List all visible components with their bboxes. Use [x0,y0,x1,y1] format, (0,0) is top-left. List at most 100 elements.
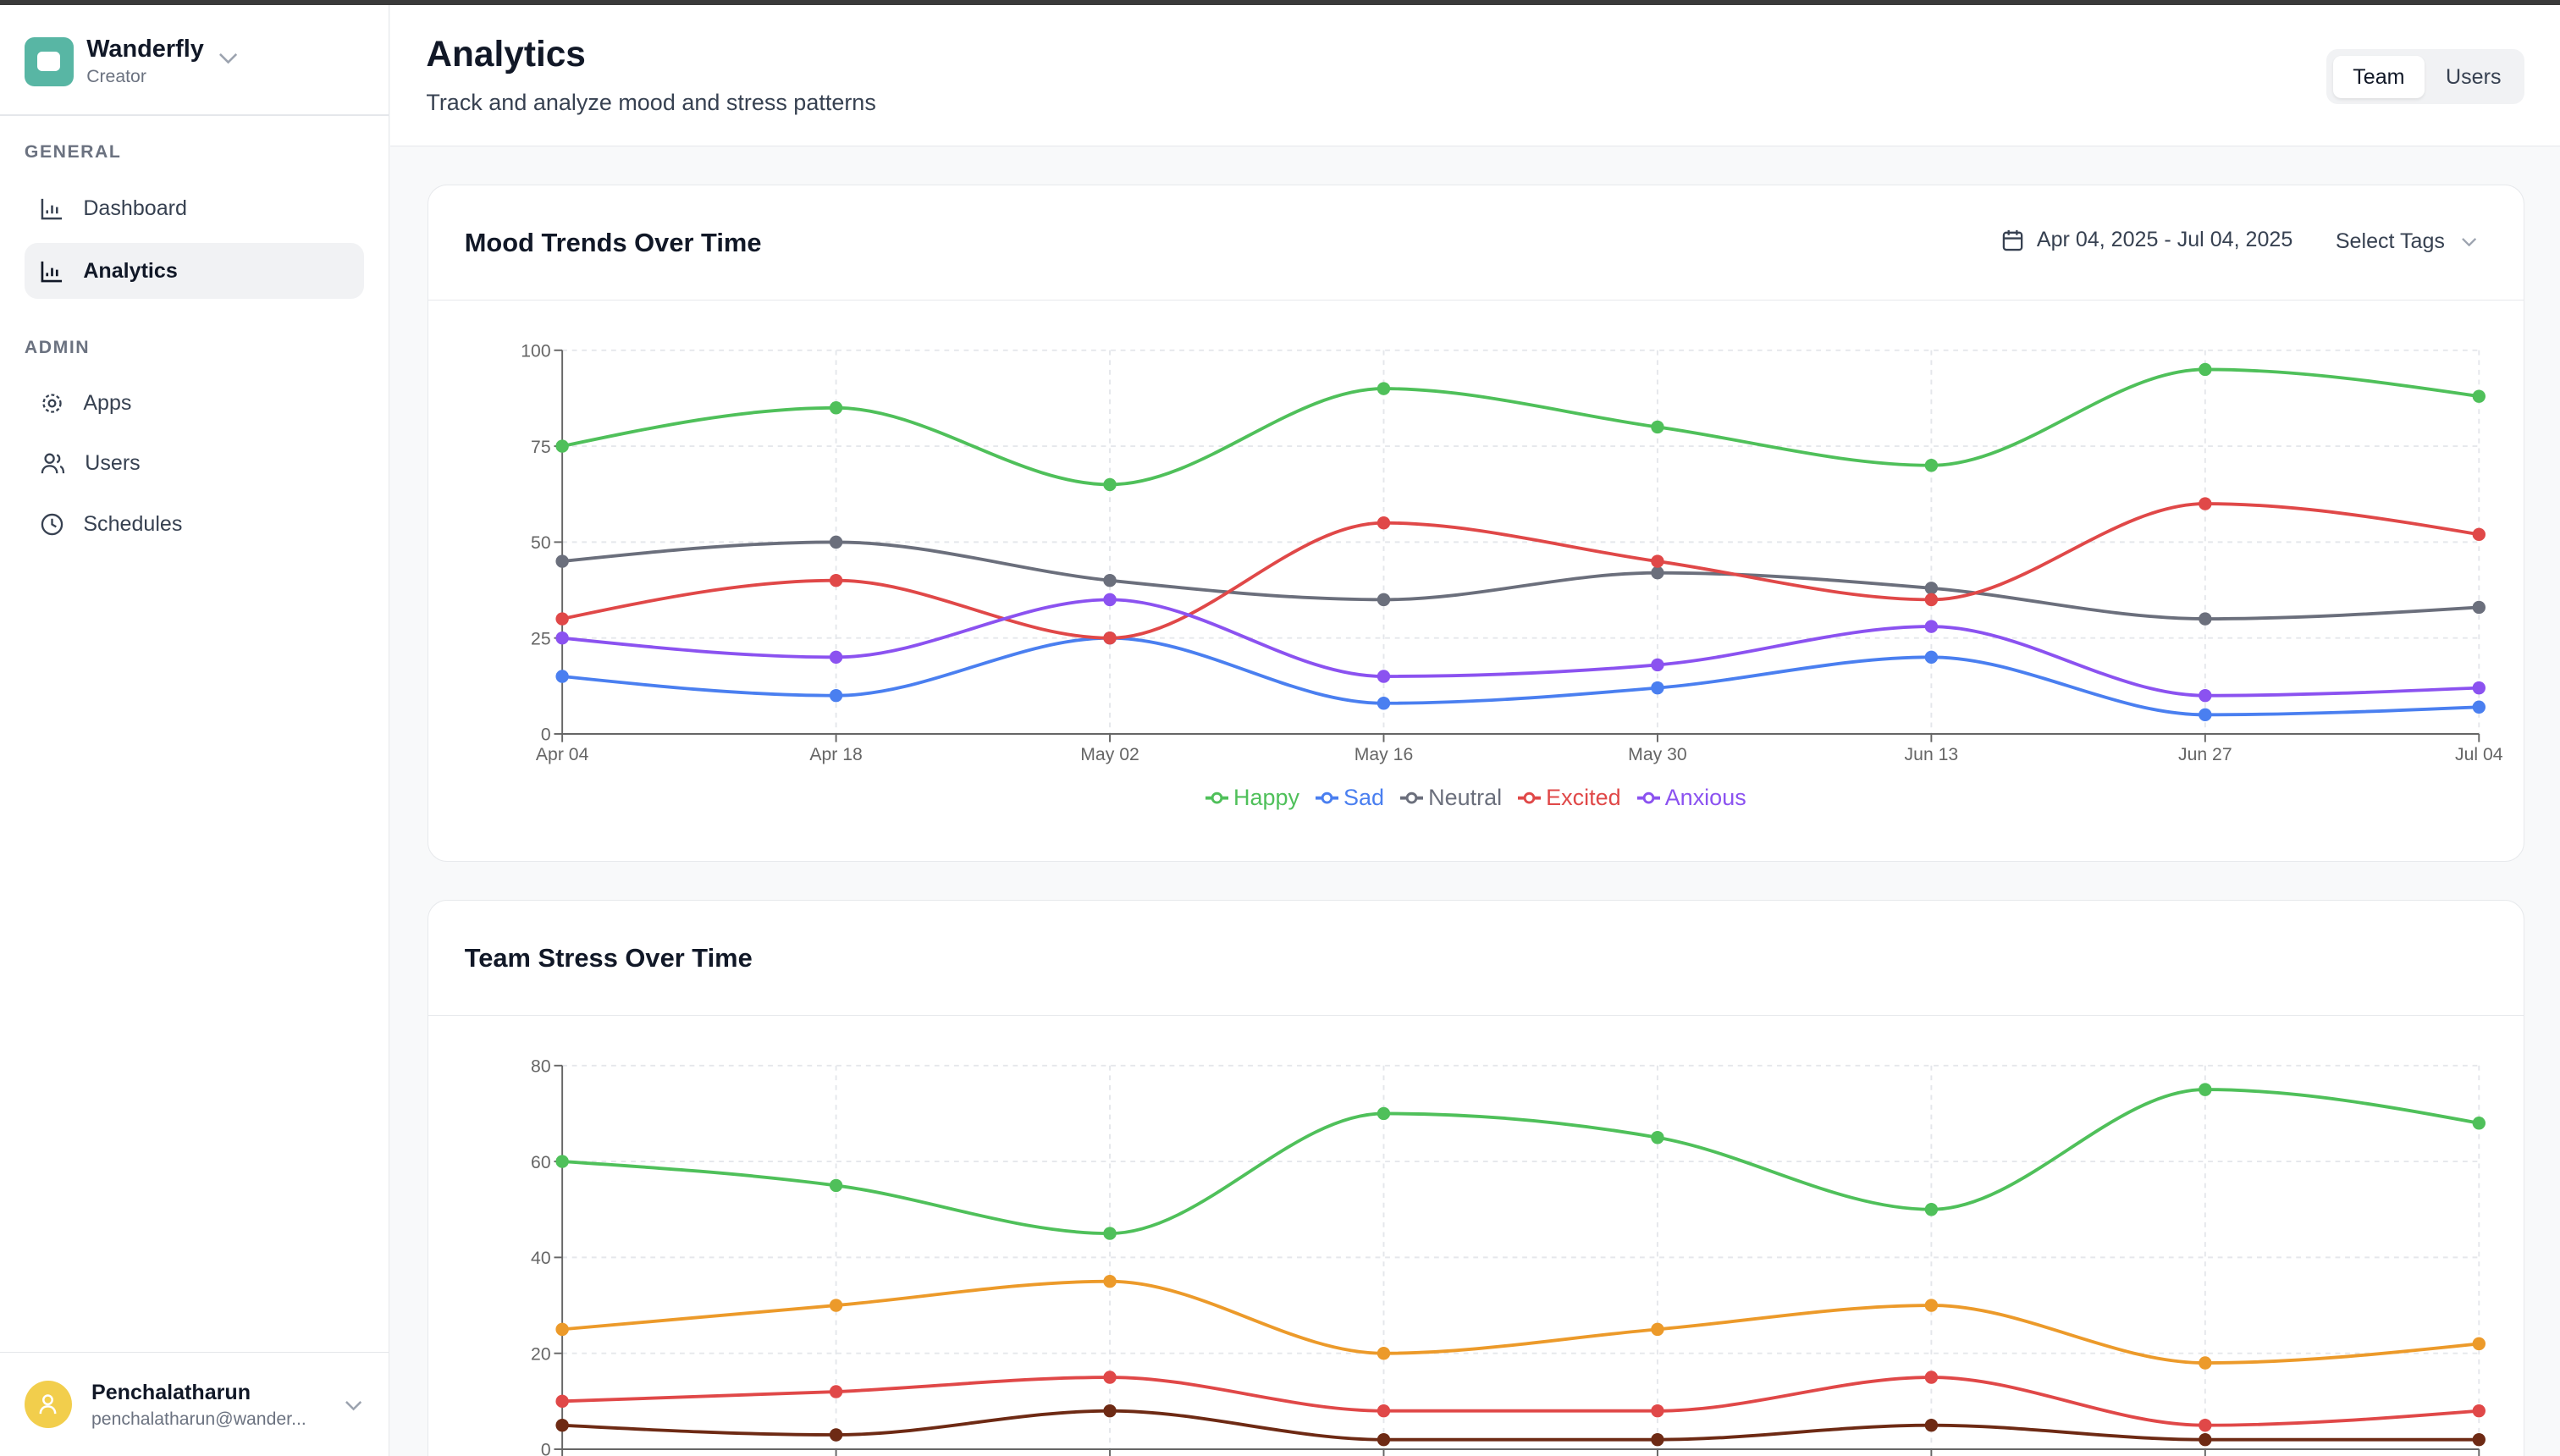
data-point-series-3[interactable] [830,1384,843,1398]
data-point-anxious[interactable] [555,631,570,645]
chevron-down-icon[interactable] [345,1400,362,1411]
data-point-series-4[interactable] [2472,1432,2486,1447]
legend-item-sad[interactable]: Sad [1316,785,1384,811]
data-point-series-1[interactable] [1103,1226,1117,1240]
sidebar-item-label: Dashboard [83,196,187,221]
chevron-down-icon[interactable] [218,52,238,65]
data-point-neutral[interactable] [2472,600,2486,615]
toggle-users[interactable]: Users [2446,64,2502,89]
data-point-sad[interactable] [2472,700,2486,714]
data-point-sad[interactable] [555,670,570,683]
data-point-sad[interactable] [1377,696,1391,710]
data-point-series-1[interactable] [2199,1083,2212,1096]
data-point-neutral[interactable] [1377,593,1391,607]
y-tick-label: 25 [531,629,551,648]
data-point-happy[interactable] [2472,389,2486,403]
data-point-series-3[interactable] [1377,1404,1391,1418]
data-point-anxious[interactable] [1651,658,1664,672]
legend-item-neutral[interactable]: Neutral [1400,785,1502,811]
data-point-series-1[interactable] [2472,1116,2486,1130]
data-point-series-2[interactable] [1103,1274,1117,1288]
user-menu[interactable]: Penchalatharun penchalatharun@wander... [0,1351,389,1456]
data-point-anxious[interactable] [2199,688,2212,703]
data-point-excited[interactable] [2199,497,2212,510]
data-point-series-3[interactable] [1651,1404,1664,1418]
series-line-series-3 [562,1375,2480,1427]
card-header: Mood Trends Over Time Apr 04, 2025 - Jul… [428,185,2524,301]
legend-label: Excited [1546,784,1621,810]
data-point-excited[interactable] [1377,516,1391,530]
sidebar-item-users[interactable]: Users [25,436,364,492]
data-point-series-2[interactable] [2199,1355,2212,1370]
data-point-series-4[interactable] [830,1427,843,1442]
data-point-series-3[interactable] [555,1394,570,1408]
data-point-series-2[interactable] [1377,1346,1391,1360]
data-point-series-3[interactable] [2472,1404,2486,1418]
data-point-neutral[interactable] [1651,565,1664,580]
data-point-series-1[interactable] [1651,1130,1664,1144]
legend-item-happy[interactable]: Happy [1206,785,1299,811]
data-point-neutral[interactable] [1924,581,1939,595]
sidebar-item-analytics[interactable]: Analytics [24,243,365,299]
data-point-anxious[interactable] [1377,670,1391,683]
data-point-sad[interactable] [1651,681,1664,695]
data-point-series-4[interactable] [1103,1404,1117,1418]
data-point-happy[interactable] [555,439,570,453]
page-header: Analytics Track and analyze mood and str… [389,4,2560,146]
sidebar-item-schedules[interactable]: Schedules [25,496,364,552]
section-general: GENERAL [24,141,122,162]
data-point-anxious[interactable] [1924,620,1939,633]
toggle-team[interactable]: Team [2332,55,2425,98]
data-point-neutral[interactable] [1103,573,1117,587]
data-point-series-4[interactable] [555,1418,570,1432]
data-point-series-1[interactable] [1924,1202,1939,1216]
data-point-excited[interactable] [1103,631,1117,645]
data-point-happy[interactable] [2199,362,2212,377]
data-point-series-4[interactable] [2199,1432,2212,1447]
data-point-series-2[interactable] [2472,1337,2486,1350]
data-point-series-1[interactable] [830,1178,843,1192]
legend-item-anxious[interactable]: Anxious [1636,785,1746,811]
data-point-series-1[interactable] [555,1155,570,1168]
data-point-happy[interactable] [1651,420,1664,434]
data-point-happy[interactable] [830,400,843,415]
data-point-excited[interactable] [2472,527,2486,541]
data-point-series-2[interactable] [1924,1298,1939,1312]
sidebar-item-dashboard[interactable]: Dashboard [25,181,364,237]
data-point-series-4[interactable] [1651,1432,1664,1447]
date-range-picker[interactable]: Apr 04, 2025 - Jul 04, 2025 [2002,228,2292,252]
data-point-neutral[interactable] [555,554,570,568]
data-point-excited[interactable] [1924,593,1939,607]
user-email: penchalatharun@wander... [91,1409,306,1430]
data-point-series-2[interactable] [555,1322,570,1336]
data-point-neutral[interactable] [2199,612,2212,626]
data-point-series-4[interactable] [1924,1418,1939,1432]
select-tags-dropdown[interactable]: Select Tags [2336,229,2478,254]
data-point-series-1[interactable] [1377,1106,1391,1120]
data-point-happy[interactable] [1103,477,1117,492]
data-point-neutral[interactable] [830,535,843,549]
data-point-series-2[interactable] [830,1298,843,1312]
sidebar-item-apps[interactable]: Apps [25,376,364,432]
sidebar-item-label: Apps [83,390,132,415]
data-point-sad[interactable] [2199,708,2212,721]
data-point-series-3[interactable] [1924,1370,1939,1384]
data-point-excited[interactable] [555,612,570,626]
data-point-excited[interactable] [1651,554,1664,568]
data-point-series-4[interactable] [1377,1432,1391,1447]
data-point-anxious[interactable] [1103,593,1117,607]
data-point-anxious[interactable] [830,650,843,664]
sidebar-item-label: Analytics [83,258,178,283]
data-point-happy[interactable] [1377,382,1391,395]
workspace-switcher[interactable]: Wanderfly Creator [24,36,204,87]
data-point-happy[interactable] [1924,458,1939,472]
data-point-excited[interactable] [830,573,843,587]
data-point-series-2[interactable] [1651,1322,1664,1336]
data-point-series-3[interactable] [2199,1418,2212,1432]
data-point-sad[interactable] [830,688,843,703]
data-point-anxious[interactable] [2472,681,2486,695]
data-point-series-3[interactable] [1103,1370,1117,1384]
legend-item-excited[interactable]: Excited [1518,784,1621,811]
data-point-sad[interactable] [1924,650,1939,664]
